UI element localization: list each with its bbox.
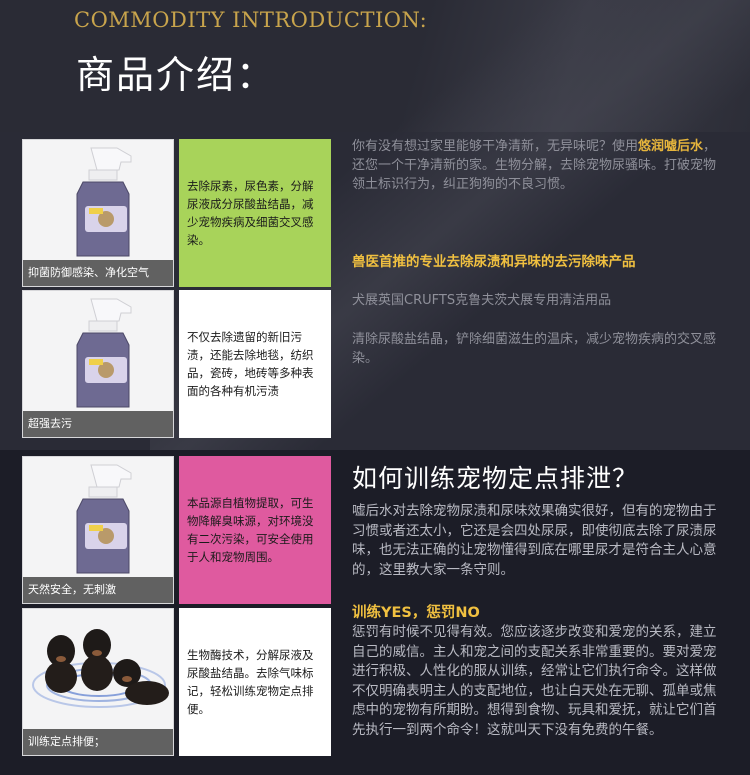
feature-caption-4: 训练定点排便； <box>23 729 173 755</box>
product-image-2: 超强去污 <box>22 290 174 438</box>
training-paragraph-2: 惩罚有时候不见得有效。您应该逐步改变和爱宠的关系，建立自己的威信。主人和宠之间的… <box>352 624 717 738</box>
intro-paragraph: 你有没有想过家里能够干净清新，无异味呢？使用悠润嘘后水，还您一个干净清新的家。生… <box>352 137 722 194</box>
feature-text-2: 不仅去除遗留的新旧污渍，还能去除地毯，纺织品，瓷砖，地砖等多种表面的各种有机污渍 <box>179 290 331 438</box>
puppies-image <box>32 629 169 708</box>
feature-caption-2: 超强去污 <box>23 411 173 437</box>
feature-description-3: 本品源自植物提取，可生物降解臭味源，对环境没有二次污染，可安全使用于人和宠物周围… <box>187 496 314 564</box>
training-subtitle: 训练YES，惩罚NO <box>352 605 480 621</box>
english-title: COMMODITY INTRODUCTION: <box>74 8 428 32</box>
feature-description-1: 去除尿素，尿色素，分解尿液成分尿酸盐结晶，减少宠物疾病及细菌交叉感染。 <box>187 179 314 247</box>
product-image-1: 抑菌防御感染、净化空气 <box>22 139 174 287</box>
recommendation-headline: 兽医首推的专业去除尿渍和异味的去污除味产品 <box>352 254 636 270</box>
intro-text-after: ，还您一个干净清新的家。生物分解，去除宠物尿骚味。打破宠物领土标识行为，纠正狗狗… <box>352 139 717 192</box>
benefit-paragraph: 清除尿酸盐结晶，铲除细菌滋生的温床，减少宠物疾病的交叉感染。 <box>352 332 717 366</box>
feature-text-1: 去除尿素，尿色素，分解尿液成分尿酸盐结晶，减少宠物疾病及细菌交叉感染。 <box>179 139 331 287</box>
feature-caption-1: 抑菌防御感染、净化空气 <box>23 260 173 286</box>
feature-description-4: 生物酶技术，分解尿液及尿酸盐结晶。去除气味标记，轻松训练宠物定点排便。 <box>187 648 314 716</box>
feature-text-4: 生物酶技术，分解尿液及尿酸盐结晶。去除气味标记，轻松训练宠物定点排便。 <box>179 608 331 756</box>
feature-text-3: 本品源自植物提取，可生物降解臭味源，对环境没有二次污染，可安全使用于人和宠物周围… <box>179 456 331 604</box>
crufts-line: 犬展英国CRUFTS克鲁夫茨犬展专用清洁用品 <box>352 293 612 308</box>
product-image-3: 天然安全，无刺激 <box>22 456 174 604</box>
feature-caption-3: 天然安全，无刺激 <box>23 577 173 603</box>
page-title: 商品介绍： <box>76 53 277 97</box>
training-paragraph-1: 嘘后水对去除宠物尿渍和尿味效果确实很好，但有的宠物由于习惯或者还太小，它还是会四… <box>352 503 717 578</box>
dogs-image: 训练定点排便； <box>22 608 174 756</box>
intro-text-before: 你有没有想过家里能够干净清新，无异味呢？使用 <box>352 139 639 154</box>
feature-description-2: 不仅去除遗留的新旧污渍，还能去除地毯，纺织品，瓷砖，地砖等多种表面的各种有机污渍 <box>187 330 314 398</box>
training-title: 如何训练宠物定点排泄？ <box>352 464 639 493</box>
spray-bottle-image <box>76 464 132 574</box>
spray-bottle-image <box>76 298 132 408</box>
product-name-highlight: 悠润嘘后水 <box>638 139 704 154</box>
spray-bottle-image <box>76 147 132 257</box>
